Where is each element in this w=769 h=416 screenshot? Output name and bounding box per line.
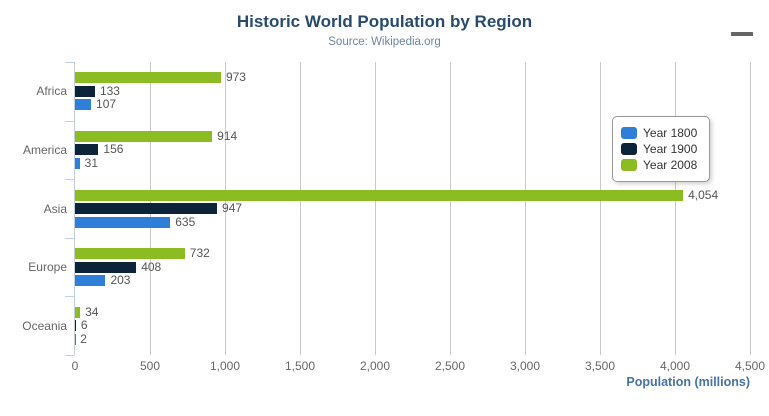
data-label: 914 xyxy=(217,128,238,143)
legend-swatch-icon xyxy=(621,143,637,155)
legend-swatch-icon xyxy=(621,159,637,171)
gridline xyxy=(525,62,526,355)
bar-america-year-1800[interactable] xyxy=(75,157,80,169)
category-axis-tick xyxy=(65,237,74,239)
x-axis-tick-label: 1,500 xyxy=(284,359,316,373)
plot-area: 0 500 1,000 1,500 2,000 2,500 3,000 3,500 4,000 4… xyxy=(22,62,765,373)
x-axis-tick-label: 1,000 xyxy=(209,359,241,373)
category-axis-line xyxy=(74,62,75,355)
x-axis-tick-label: 2,500 xyxy=(434,359,466,373)
data-label: 408 xyxy=(141,259,162,274)
x-axis-title: Population (millions) xyxy=(626,375,750,389)
category-axis-tick xyxy=(65,296,74,298)
category-axis-tick xyxy=(65,62,74,63)
data-label: 973 xyxy=(225,70,246,85)
bar-africa-year-2008[interactable] xyxy=(75,72,221,84)
chart-subtitle: Source: Wikipedia.org xyxy=(328,36,441,48)
gridline xyxy=(375,62,376,355)
export-menu-button[interactable] xyxy=(729,22,755,42)
bar-oceania-year-2008[interactable] xyxy=(75,306,81,318)
legend: Year 1800 Year 1900 Year 2008 xyxy=(612,116,711,182)
category-label: Europe xyxy=(28,260,67,275)
category-label: Oceania xyxy=(22,318,67,333)
category-axis-tick xyxy=(65,120,74,122)
chart-title: Historic World Population by Region xyxy=(236,12,533,31)
legend-label: Year 2008 xyxy=(643,158,698,172)
bar-asia-year-1800[interactable] xyxy=(75,216,171,228)
legend-label: Year 1900 xyxy=(643,142,698,156)
data-label: 4,054 xyxy=(688,187,719,202)
legend-label: Year 1800 xyxy=(643,126,698,140)
legend-item-year-1800[interactable]: Year 1800 xyxy=(621,126,697,140)
data-label: 203 xyxy=(110,273,131,288)
bar-europe-year-1800[interactable] xyxy=(75,275,106,287)
data-label: 947 xyxy=(222,201,243,215)
data-label: 34 xyxy=(85,304,99,319)
gridline xyxy=(300,62,301,355)
x-axis-tick-label: 3,500 xyxy=(584,359,616,373)
bar-america-year-2008[interactable] xyxy=(75,130,213,142)
gridline xyxy=(450,62,451,355)
bar-africa-year-1800[interactable] xyxy=(75,99,92,111)
data-label: 6 xyxy=(80,318,88,333)
gridline xyxy=(600,62,601,355)
x-axis-tick-label: 0 xyxy=(71,359,79,373)
bar-asia-year-1900[interactable] xyxy=(75,203,218,214)
gridline xyxy=(750,62,751,355)
gridline xyxy=(225,62,226,355)
x-axis-tick-label: 500 xyxy=(139,359,161,373)
bar-oceania-year-1900[interactable] xyxy=(75,320,76,332)
x-axis-tick-label: 3,000 xyxy=(509,359,541,373)
legend-item-year-2008[interactable]: Year 2008 xyxy=(621,158,697,172)
x-axis-tick-label: 4,500 xyxy=(734,359,766,373)
bar-europe-year-2008[interactable] xyxy=(75,248,185,260)
category-label: Asia xyxy=(43,201,67,216)
data-label: 635 xyxy=(175,214,196,229)
category-label: Africa xyxy=(36,84,67,99)
category-axis-tick xyxy=(65,355,74,356)
data-label: 732 xyxy=(189,246,210,261)
legend-swatch-icon xyxy=(621,127,637,139)
legend-item-year-1900[interactable]: Year 1900 xyxy=(621,142,697,156)
category-label: America xyxy=(22,142,67,157)
data-label: 2 xyxy=(80,331,87,346)
data-label: 31 xyxy=(84,155,98,170)
bar-asia-year-2008[interactable] xyxy=(75,189,684,201)
bar-africa-year-1900[interactable] xyxy=(75,85,95,97)
bar-europe-year-1900[interactable] xyxy=(75,261,137,273)
data-label: 107 xyxy=(96,97,117,112)
bar-america-year-1900[interactable] xyxy=(75,144,99,156)
category-axis-tick xyxy=(65,179,74,181)
hamburger-icon xyxy=(731,32,753,36)
x-axis-tick-label: 4,000 xyxy=(659,359,691,373)
data-label: 156 xyxy=(103,142,124,157)
x-axis-tick-label: 2,000 xyxy=(359,359,391,373)
data-label: 133 xyxy=(99,83,120,98)
gridline xyxy=(675,62,676,355)
